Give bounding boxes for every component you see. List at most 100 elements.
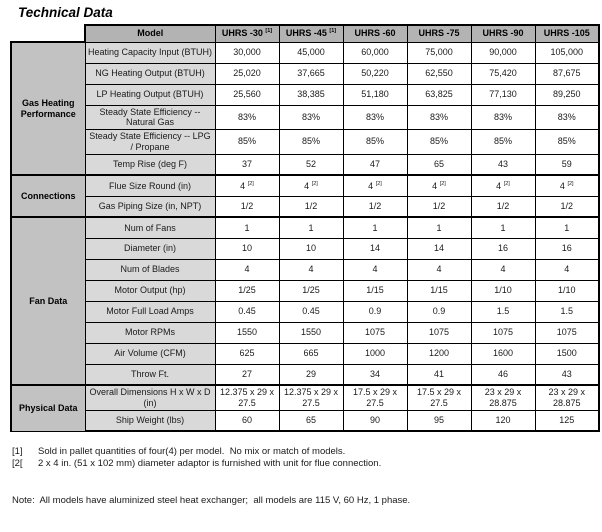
- value-cell: 1/2: [214, 195, 280, 218]
- footnote: [1] Sold in pallet quantities of four(4) …: [12, 446, 602, 457]
- value-cell: 1550: [214, 321, 280, 344]
- row-label-flue-size-round-in: Flue Size Round (in): [84, 174, 216, 197]
- value-cell: 23 x 29 x 28.875: [470, 384, 536, 411]
- column-header-uhrs-90: UHRS -90: [470, 24, 536, 43]
- row-label-motor-output-hp: Motor Output (hp): [84, 279, 216, 302]
- value-cell: 1/10: [534, 279, 600, 302]
- technical-data-table: Model UHRS -30 [1] UHRS -45 [1] UHRS -60 UHR…: [10, 24, 600, 433]
- value-cell: 43: [534, 363, 600, 386]
- value-cell: 65: [278, 409, 344, 433]
- value-cell: 14: [406, 237, 472, 260]
- column-header-uhrs-75: UHRS -75: [406, 24, 472, 43]
- table-row: Ship Weight (lbs) 60 65 90 95 120 125: [11, 409, 600, 433]
- value-cell: 12.375 x 29 x 27.5: [278, 384, 344, 411]
- value-cell: 1075: [406, 321, 472, 344]
- value-cell: 1075: [470, 321, 536, 344]
- value-cell: 83%: [534, 104, 600, 131]
- row-label-ng-heating-output-btuh: NG Heating Output (BTUH): [84, 62, 216, 85]
- row-label-steady-state-efficiency-natural-gas: Steady State Efficiency -- Natural Gas: [84, 104, 216, 131]
- value-cell: 4: [470, 258, 536, 281]
- row-label-diameter-in: Diameter (in): [84, 237, 216, 260]
- footnote-text: 2 x 4 in. (51 x 102 mm) diameter adaptor…: [38, 458, 382, 470]
- row-label-lp-heating-output-btuh: LP Heating Output (BTUH): [84, 83, 216, 106]
- value-cell: 90,000: [470, 41, 536, 64]
- row-label-num-of-blades: Num of Blades: [84, 258, 216, 281]
- value-cell: 34: [342, 363, 408, 386]
- value-cell: 10: [214, 237, 280, 260]
- value-cell: 105,000: [534, 41, 600, 64]
- row-label-overall-dimensions-h-x-w-x-d-in: Overall Dimensions H x W x D (in): [84, 384, 216, 411]
- value-cell: 50,220: [342, 62, 408, 85]
- value-cell: 1: [342, 216, 408, 239]
- column-header-uhrs-45: UHRS -45 [1]: [278, 24, 344, 43]
- value-cell: 46: [470, 363, 536, 386]
- table-row: Motor Full Load Amps 0.45 0.45 0.9 0.9 1.5 1.5: [11, 300, 600, 323]
- header-row: Model UHRS -30 [1] UHRS -45 [1] UHRS -60 UHR…: [11, 24, 600, 43]
- column-header-uhrs-60: UHRS -60: [342, 24, 408, 43]
- value-cell: 85%: [534, 129, 600, 155]
- row-label-air-volume-cfm: Air Volume (CFM): [84, 342, 216, 365]
- value-cell: 1550: [278, 321, 344, 344]
- value-cell: 85%: [214, 129, 280, 155]
- value-cell: 63,825: [406, 83, 472, 106]
- value-cell: 4: [278, 258, 344, 281]
- value-cell: 1: [470, 216, 536, 239]
- value-cell: 12.375 x 29 x 27.5: [214, 384, 280, 411]
- group-cell-physical-data: Physical Data: [10, 384, 86, 432]
- table-row: Gas Piping Size (in, NPT) 1/2 1/2 1/2 1/2 1/2…: [11, 195, 600, 218]
- table-body: Gas Heating Performance Heating Capacity …: [10, 40, 600, 433]
- value-cell: 17.5 x 29 x 27.5: [342, 384, 408, 411]
- value-cell: 1/15: [406, 279, 472, 302]
- table-row: Physical Data Overall Dimensions H x W x …: [10, 384, 600, 432]
- table-row: Diameter (in) 10 10 14 14 16 16: [11, 237, 600, 260]
- value-cell: 37,665: [278, 62, 344, 85]
- value-cell: 1600: [470, 342, 536, 365]
- value-cell: 4 [2]: [342, 174, 408, 197]
- value-cell: 52: [278, 153, 344, 176]
- value-cell: 4 [2]: [278, 174, 344, 197]
- value-cell: 4 [2]: [534, 174, 600, 197]
- value-cell: 1/2: [534, 195, 600, 218]
- column-header-uhrs-30: UHRS -30 [1]: [214, 24, 280, 43]
- value-cell: 60: [214, 409, 280, 433]
- row-label-motor-full-load-amps: Motor Full Load Amps: [84, 300, 216, 323]
- table-row: Gas Heating Performance Heating Capacity …: [10, 40, 600, 176]
- value-cell: 89,250: [534, 83, 600, 106]
- value-cell: 0.9: [342, 300, 408, 323]
- table-row: Steady State Efficiency -- Natural Gas 83…: [11, 104, 600, 131]
- value-cell: 85%: [342, 129, 408, 155]
- value-cell: 1/2: [406, 195, 472, 218]
- value-cell: 25,020: [214, 62, 280, 85]
- row-label-motor-rpms: Motor RPMs: [84, 321, 216, 344]
- page-title: Technical Data: [18, 5, 113, 20]
- value-cell: 41: [406, 363, 472, 386]
- value-cell: 83%: [470, 104, 536, 131]
- value-cell: 4: [342, 258, 408, 281]
- value-cell: 83%: [278, 104, 344, 131]
- table-row: Throw Ft. 27 29 34 41 46 43: [11, 363, 600, 386]
- value-cell: 1500: [534, 342, 600, 365]
- value-cell: 77,130: [470, 83, 536, 106]
- value-cell: 62,550: [406, 62, 472, 85]
- table-row: Motor RPMs 1550 1550 1075 1075 1075 1075: [11, 321, 600, 344]
- value-cell: 16: [470, 237, 536, 260]
- value-cell: 1200: [406, 342, 472, 365]
- value-cell: 1.5: [534, 300, 600, 323]
- value-cell: 27: [214, 363, 280, 386]
- value-cell: 83%: [342, 104, 408, 131]
- value-cell: 1: [406, 216, 472, 239]
- value-cell: 625: [214, 342, 280, 365]
- value-cell: 4 [2]: [406, 174, 472, 197]
- value-cell: 59: [534, 153, 600, 176]
- value-cell: 83%: [406, 104, 472, 131]
- value-cell: 1/2: [470, 195, 536, 218]
- value-cell: 65: [406, 153, 472, 176]
- table-row: Temp Rise (deg F) 37 52 47 65 43 59: [11, 153, 600, 176]
- value-cell: 665: [278, 342, 344, 365]
- value-cell: 1/25: [214, 279, 280, 302]
- table-row: Air Volume (CFM) 625 665 1000 1200 1600 1500: [11, 342, 600, 365]
- footnote-marker: [1]: [12, 446, 23, 458]
- footnote-text: Sold in pallet quantities of four(4) per…: [38, 446, 346, 458]
- table-row: Connections Flue Size Round (in) 4 [2] 4 [2…: [10, 174, 600, 218]
- value-cell: 23 x 29 x 28.875: [534, 384, 600, 411]
